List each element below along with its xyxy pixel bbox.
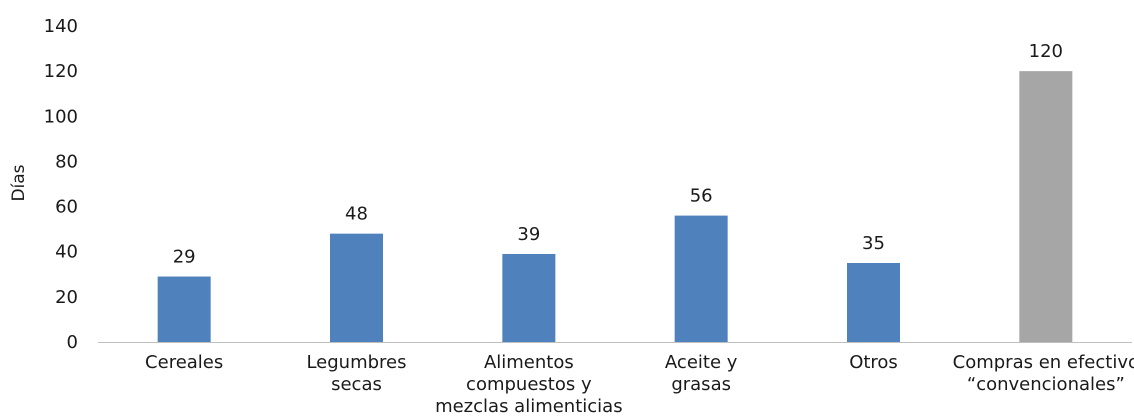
data-label: 35 — [862, 233, 885, 254]
category-label-line: secas — [331, 374, 382, 395]
y-tick-label: 40 — [55, 242, 78, 263]
bar — [330, 233, 383, 342]
category-label: Cereales — [145, 352, 223, 373]
bar — [157, 276, 211, 342]
data-label: 29 — [173, 247, 196, 268]
bars — [157, 71, 1073, 343]
category-label-line: Alimentos — [484, 352, 574, 373]
y-tick-label: 80 — [55, 151, 78, 172]
data-label: 56 — [690, 186, 713, 207]
category-label-line: compuestos y — [466, 374, 592, 395]
bar — [502, 253, 556, 342]
y-axis-title: Días — [9, 164, 29, 201]
category-label: Compras en efectivo “convencionales” — [953, 352, 1134, 395]
data-label: 39 — [517, 224, 540, 245]
category-label-line: mezclas alimenticias — [435, 396, 623, 417]
category-label-line: “convencionales” — [967, 374, 1125, 395]
y-tick-label: 20 — [55, 287, 78, 308]
category-label-line: grasas — [671, 374, 731, 395]
category-label-line: Compras en efectivo — [953, 352, 1134, 373]
category-label: Aceite y grasas — [665, 352, 738, 395]
data-labels: 29 48 39 56 35 120 — [173, 41, 1063, 267]
category-label-line: Aceite y — [665, 352, 738, 373]
y-tick-label: 100 — [44, 106, 78, 127]
category-label: Legumbres secas — [306, 352, 406, 395]
category-label-line: Cereales — [145, 352, 223, 373]
y-tick-label: 60 — [55, 197, 78, 218]
category-label: Alimentos compuestos y mezclas alimenticia… — [435, 352, 623, 417]
bar — [674, 215, 728, 342]
category-label-line: Otros — [849, 352, 898, 373]
category-label-line: Legumbres — [306, 352, 406, 373]
category-label: Otros — [849, 352, 898, 373]
y-tick-label: 140 — [44, 16, 78, 37]
data-label: 48 — [345, 204, 368, 225]
data-label: 120 — [1029, 41, 1063, 62]
bar — [1019, 71, 1073, 343]
y-tick-label: 120 — [44, 61, 78, 82]
y-axis-ticks: 0 20 40 60 80 100 120 140 — [44, 16, 78, 353]
bar — [847, 263, 900, 342]
category-labels: Cereales Legumbres secas Alimentos compuesto… — [145, 352, 1134, 417]
y-tick-label: 0 — [67, 332, 78, 353]
